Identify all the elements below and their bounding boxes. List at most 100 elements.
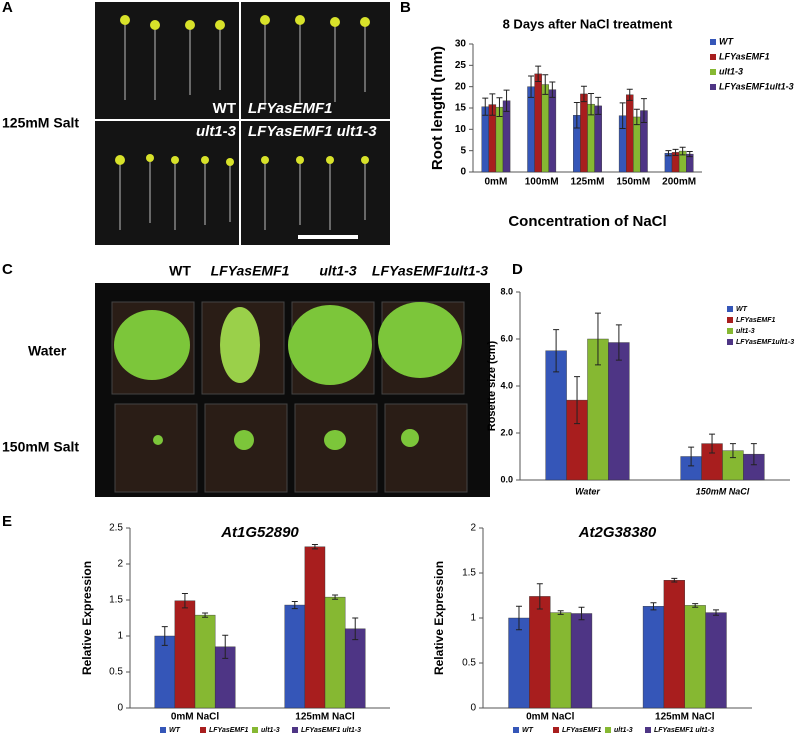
y-tick-label: 20 [455, 81, 467, 92]
panel-letter: C [2, 261, 13, 278]
bar [481, 106, 490, 173]
y-tick-label: 6.0 [500, 333, 513, 343]
legend-swatch [645, 727, 651, 733]
photo-label: LFYasEMF1 [248, 100, 332, 117]
bar [284, 604, 306, 709]
error-bar [291, 600, 298, 610]
genotype-label: WT [169, 263, 191, 279]
error-bar [688, 446, 695, 467]
legend-swatch [710, 69, 716, 75]
x-tick-label: 0mM NaCl [526, 712, 575, 723]
bar [154, 635, 176, 709]
error-bar [553, 329, 560, 373]
legend-swatch [160, 727, 166, 733]
panel-letter: A [2, 0, 13, 16]
error-bar [594, 312, 601, 366]
bar [527, 86, 535, 173]
y-tick-label: 10 [455, 124, 467, 135]
x-tick-label: 100mM [525, 177, 559, 188]
error-bar [503, 89, 510, 112]
legend-swatch [710, 39, 716, 45]
error-bar [311, 544, 318, 550]
chart-title: 8 Days after NaCl treatment [503, 16, 673, 31]
error-bar [578, 606, 585, 621]
legend-swatch [727, 328, 733, 334]
y-tick-label: 1.5 [109, 595, 123, 606]
error-bar [161, 626, 168, 646]
y-axis-label: Rosette size (cm) [486, 340, 498, 431]
legend-label: LFYasEMF1 ult1-3 [301, 727, 361, 734]
x-tick-label: 125mM NaCl [655, 712, 715, 723]
bar [529, 596, 551, 709]
y-axis-label: Relative Expression [80, 561, 94, 675]
photo-label: LFYasEMF1 ult1-3 [248, 123, 377, 140]
error-bar [574, 376, 581, 425]
error-bar [573, 101, 580, 129]
chart-title: At1G52890 [220, 524, 299, 541]
bar [570, 613, 593, 709]
error-bar [692, 603, 699, 608]
legend-swatch [292, 727, 298, 733]
photo-c [95, 283, 490, 497]
condition-label: Water [28, 343, 67, 359]
error-bar [496, 97, 503, 118]
genotype-label: LFYasEMF1 [211, 263, 290, 279]
x-tick-label: 0mM [485, 177, 508, 188]
y-tick-label: 0.0 [500, 474, 513, 484]
x-tick-label: 0mM NaCl [171, 712, 220, 723]
bar [324, 596, 346, 709]
bar [541, 84, 549, 173]
bar [608, 342, 630, 481]
legend-label: WT [169, 727, 181, 734]
error-bar [665, 150, 672, 157]
error-bar [536, 583, 543, 610]
legend-label: LFYasEMF1 [209, 727, 249, 734]
y-tick-label: 1.5 [462, 568, 476, 579]
error-bar [181, 593, 188, 609]
error-bar [713, 609, 720, 616]
error-bar [615, 324, 622, 361]
condition-label: 150mM Salt [2, 439, 79, 455]
bar [633, 116, 641, 173]
chart-title: At2G38380 [578, 524, 657, 541]
photo-a: WT LFYasEMF1 ult1-3 LFYasEMF1 ult1-3 [95, 2, 390, 245]
legend-label: WT [719, 36, 734, 46]
legend-swatch [710, 54, 716, 60]
bar [642, 606, 665, 709]
bar [548, 89, 557, 173]
y-tick-label: 2.5 [109, 523, 123, 534]
error-bar [557, 610, 564, 615]
error-bar [640, 98, 647, 124]
legend-label: ult1-3 [261, 727, 280, 734]
y-tick-label: 0 [117, 703, 123, 714]
bar [705, 612, 727, 709]
x-tick-label: 125mM NaCl [295, 712, 355, 723]
legend-label: LFYasEMF1ult1-3 [736, 339, 794, 346]
legend-swatch [605, 727, 611, 733]
bar [684, 605, 706, 709]
y-tick-label: 2 [470, 523, 476, 534]
error-bar [352, 617, 359, 641]
error-bar [222, 634, 229, 659]
bar [174, 600, 196, 709]
y-tick-label: 25 [455, 60, 467, 71]
error-bar [671, 577, 678, 583]
legend-label: LFYasEMF1 [719, 51, 770, 61]
error-bar [679, 146, 686, 156]
panel-letter: D [512, 261, 523, 278]
y-tick-label: 0.5 [462, 658, 476, 669]
error-bar [549, 81, 556, 98]
y-tick-label: 30 [455, 39, 467, 50]
x-tick-label: 150mM NaCl [696, 486, 750, 496]
x-tick-label: 200mM [662, 177, 696, 188]
y-tick-label: 5 [460, 145, 466, 156]
legend-swatch [710, 84, 716, 90]
legend-label: WT [736, 306, 748, 313]
panel-letter: E [2, 513, 12, 530]
error-bar [489, 93, 496, 116]
x-tick-label: Water [575, 486, 600, 496]
legend-label: LFYasEMF1 [736, 317, 776, 324]
error-bar [588, 92, 595, 116]
legend-label: ult1-3 [736, 328, 755, 335]
